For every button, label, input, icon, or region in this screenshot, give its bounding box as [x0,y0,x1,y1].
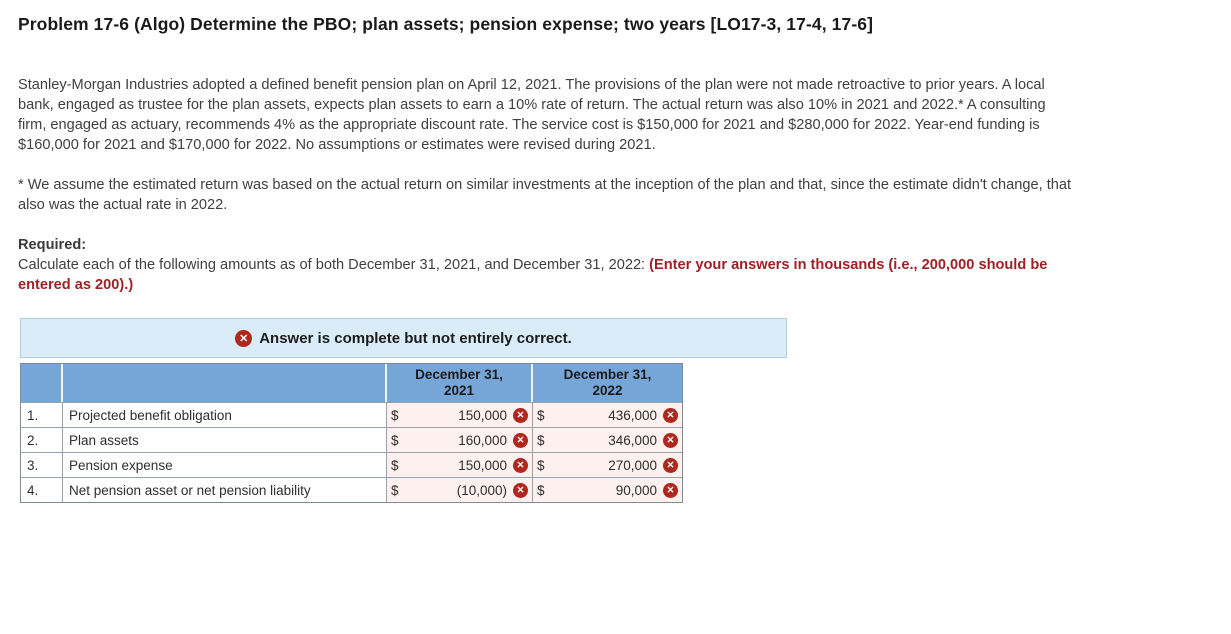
incorrect-icon: ✕ [663,482,678,498]
assignment-page: Problem 17-6 (Algo) Determine the PBO; p… [18,14,1078,503]
answer-cell-2022: $ 346,000 ✕ [533,427,682,452]
answer-cell-2021: $ (10,000) ✕ [387,477,533,502]
table-row: 3. Pension expense $ 150,000 ✕ $ 270,000… [21,452,682,477]
table-row: 1. Projected benefit obligation $ 150,00… [21,402,682,427]
table-row: 2. Plan assets $ 160,000 ✕ $ 346,000 ✕ [21,427,682,452]
incorrect-icon: ✕ [513,432,528,448]
header-blank-label [63,364,387,402]
currency-symbol: $ [391,407,399,423]
header-blank-num [21,364,63,402]
currency-symbol: $ [391,482,399,498]
answer-cell-2022: $ 436,000 ✕ [533,402,682,427]
status-banner-text: Answer is complete but not entirely corr… [259,329,572,347]
currency-symbol: $ [391,457,399,473]
incorrect-icon: ✕ [235,329,253,347]
answer-value: 346,000 [608,432,657,448]
row-label: Pension expense [63,452,387,477]
required-text: Calculate each of the following amounts … [18,257,650,273]
answer-value: (10,000) [456,482,507,498]
problem-intro: Stanley-Morgan Industries adopted a defi… [18,77,1046,153]
required-section: Required: Calculate each of the followin… [18,235,1078,295]
required-instructions: Calculate each of the following amounts … [18,255,1078,295]
currency-symbol: $ [537,482,545,498]
answer-cell-2022: $ 90,000 ✕ [533,477,682,502]
row-label: Net pension asset or net pension liabili… [63,477,387,502]
incorrect-icon: ✕ [663,407,678,423]
answer-value: 160,000 [458,432,507,448]
footnote: * We assume the estimated return was bas… [18,177,1072,213]
incorrect-icon: ✕ [663,457,678,473]
row-number: 1. [21,402,63,427]
currency-symbol: $ [537,457,545,473]
answer-cell-2021: $ 150,000 ✕ [387,402,533,427]
row-number: 3. [21,452,63,477]
answer-value: 150,000 [458,457,507,473]
row-label: Plan assets [63,427,387,452]
required-label: Required: [18,237,87,253]
answer-cell-2022: $ 270,000 ✕ [533,452,682,477]
answer-value: 90,000 [615,482,657,498]
problem-title: Problem 17-6 (Algo) Determine the PBO; p… [18,14,874,34]
header-dec-31-2022: December 31, 2022 [533,364,682,402]
answer-value: 150,000 [458,407,507,423]
header-dec-31-2021: December 31, 2021 [387,364,533,402]
answer-cell-2021: $ 160,000 ✕ [387,427,533,452]
header-row: December 31, 2021 December 31, 2022 [21,364,682,402]
incorrect-icon: ✕ [513,407,528,423]
currency-symbol: $ [537,432,545,448]
row-label: Projected benefit obligation [63,402,387,427]
incorrect-icon: ✕ [663,432,678,448]
required-emphasis: (Enter your answers in thousands (i.e., … [18,257,1048,293]
currency-symbol: $ [391,432,399,448]
incorrect-icon: ✕ [513,482,528,498]
incorrect-icon: ✕ [513,457,528,473]
status-banner: ✕ Answer is complete but not entirely co… [20,318,787,358]
row-number: 2. [21,427,63,452]
answer-value: 270,000 [608,457,657,473]
answer-value: 436,000 [608,407,657,423]
table-row: 4. Net pension asset or net pension liab… [21,477,682,502]
answer-table: December 31, 2021 December 31, 2022 1. P… [20,363,683,503]
row-number: 4. [21,477,63,502]
currency-symbol: $ [537,407,545,423]
answer-cell-2021: $ 150,000 ✕ [387,452,533,477]
